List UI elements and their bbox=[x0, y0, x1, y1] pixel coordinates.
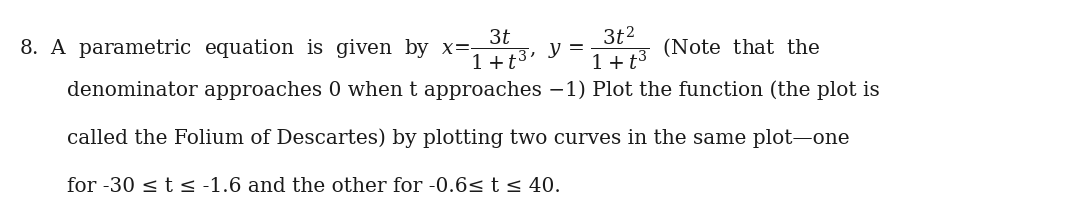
Text: for -30 ≤ t ≤ -1.6 and the other for -0.6≤ t ≤ 40.: for -30 ≤ t ≤ -1.6 and the other for -0.… bbox=[67, 176, 561, 195]
Text: denominator approaches 0 when t approaches −1) Plot the function (the plot is: denominator approaches 0 when t approach… bbox=[67, 80, 880, 100]
Text: 8.  A  parametric  equation  is  given  by  $x\!=\!\dfrac{3t}{1+t^3}$,  $y\, =\,: 8. A parametric equation is given by $x\… bbox=[19, 24, 821, 71]
Text: called the Folium of Descartes) by plotting two curves in the same plot—one: called the Folium of Descartes) by plott… bbox=[67, 128, 850, 148]
